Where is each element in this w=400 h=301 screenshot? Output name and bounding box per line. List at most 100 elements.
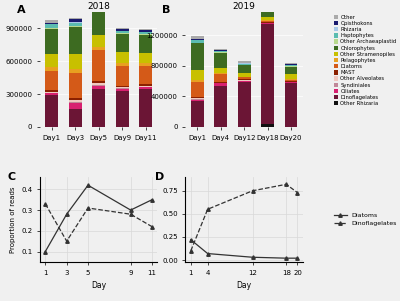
- Bar: [116, 67, 128, 85]
- Bar: [284, 81, 298, 82]
- Bar: [214, 83, 227, 85]
- Bar: [116, 28, 128, 29]
- Bar: [92, 47, 105, 50]
- Bar: [116, 33, 128, 34]
- Bar: [116, 91, 128, 127]
- Bar: [238, 73, 250, 76]
- Bar: [191, 79, 204, 82]
- Bar: [92, 83, 105, 85]
- Bar: [139, 63, 152, 66]
- Bar: [284, 80, 298, 81]
- Bar: [238, 63, 250, 64]
- Text: B: B: [162, 5, 170, 15]
- Bar: [116, 34, 128, 52]
- Bar: [238, 64, 250, 65]
- Bar: [139, 30, 152, 32]
- Bar: [45, 54, 58, 67]
- Bar: [261, 9, 274, 10]
- Bar: [238, 76, 250, 77]
- Bar: [238, 61, 250, 63]
- Bar: [92, 82, 105, 83]
- Bar: [284, 83, 298, 127]
- Bar: [69, 54, 82, 69]
- Bar: [214, 68, 227, 73]
- Bar: [191, 101, 204, 127]
- Bar: [45, 67, 58, 71]
- Bar: [69, 103, 82, 109]
- Bar: [92, 85, 105, 89]
- Bar: [191, 43, 204, 70]
- Bar: [92, 50, 105, 82]
- Bar: [45, 29, 58, 54]
- Bar: [139, 87, 152, 89]
- Bar: [92, 35, 105, 47]
- Bar: [284, 65, 298, 66]
- Bar: [261, 10, 274, 11]
- Bar: [139, 33, 152, 34]
- Bar: [139, 29, 152, 30]
- Bar: [45, 23, 58, 24]
- Bar: [191, 36, 204, 39]
- Bar: [261, 20, 274, 21]
- Bar: [45, 95, 58, 127]
- Bar: [238, 77, 250, 79]
- Bar: [139, 53, 152, 63]
- Bar: [191, 98, 204, 99]
- Bar: [284, 66, 298, 67]
- Bar: [261, 8, 274, 9]
- Bar: [69, 98, 82, 100]
- Text: C: C: [7, 172, 15, 182]
- Bar: [116, 52, 128, 63]
- Bar: [284, 63, 298, 64]
- Bar: [45, 71, 58, 90]
- Bar: [191, 97, 204, 98]
- Bar: [139, 66, 152, 84]
- Bar: [284, 82, 298, 83]
- Bar: [214, 51, 227, 52]
- Bar: [261, 11, 274, 17]
- Bar: [214, 49, 227, 50]
- Text: A: A: [16, 5, 25, 15]
- Bar: [191, 39, 204, 40]
- Bar: [69, 100, 82, 102]
- Bar: [69, 27, 82, 54]
- Bar: [69, 26, 82, 27]
- Bar: [238, 65, 250, 73]
- Bar: [139, 35, 152, 53]
- Title: 2018: 2018: [87, 2, 110, 11]
- Bar: [214, 52, 227, 53]
- Bar: [191, 82, 204, 97]
- Bar: [45, 28, 58, 29]
- Bar: [284, 79, 298, 80]
- Bar: [45, 92, 58, 93]
- Bar: [191, 70, 204, 79]
- Bar: [284, 74, 298, 79]
- Bar: [191, 42, 204, 43]
- Bar: [238, 80, 250, 81]
- Y-axis label: Proportion of reads: Proportion of reads: [10, 186, 16, 253]
- Bar: [116, 31, 128, 33]
- Bar: [69, 69, 82, 73]
- Bar: [284, 64, 298, 65]
- Bar: [116, 89, 128, 91]
- Bar: [238, 79, 250, 80]
- Bar: [214, 74, 227, 82]
- Bar: [139, 34, 152, 35]
- Legend: Other, Opisthokons, Rhizaria, Haptophytes, Other Archaeaplastid, Chlorophytes, O: Other, Opisthokons, Rhizaria, Haptophyte…: [334, 15, 397, 106]
- Bar: [139, 89, 152, 127]
- Bar: [284, 67, 298, 74]
- Bar: [116, 87, 128, 88]
- Bar: [69, 109, 82, 127]
- Bar: [116, 29, 128, 31]
- Bar: [69, 18, 82, 19]
- Bar: [139, 85, 152, 87]
- Bar: [45, 20, 58, 23]
- Bar: [191, 40, 204, 42]
- Bar: [116, 88, 128, 89]
- Bar: [238, 81, 250, 82]
- Bar: [261, 21, 274, 22]
- Title: 2019: 2019: [233, 2, 256, 11]
- X-axis label: Day: Day: [91, 281, 106, 290]
- Bar: [214, 50, 227, 51]
- Bar: [45, 93, 58, 95]
